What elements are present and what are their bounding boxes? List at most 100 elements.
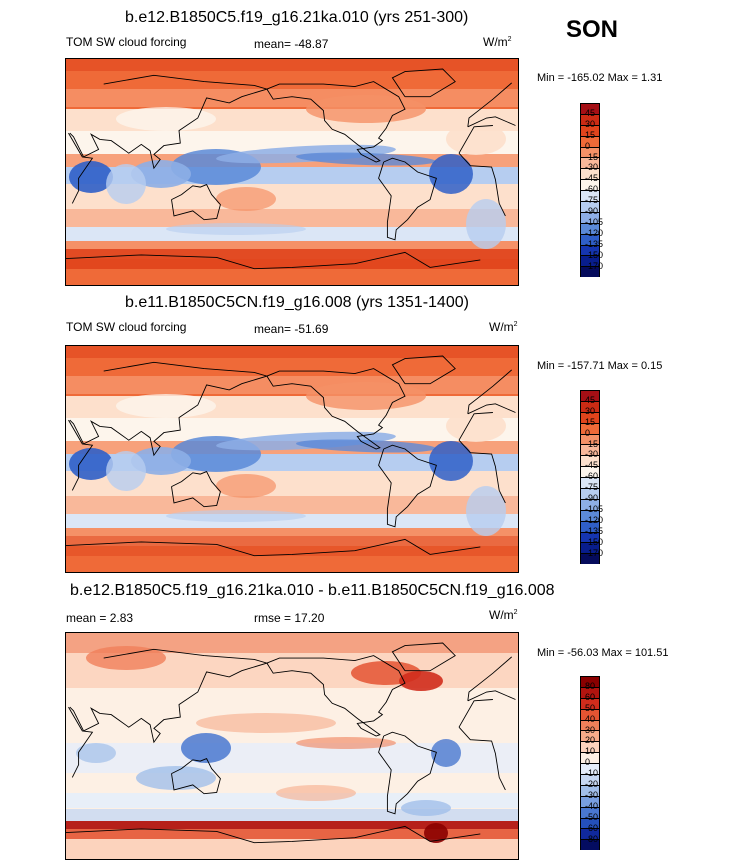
colorbar-swatch: [580, 146, 600, 158]
field-region: [196, 713, 336, 733]
coastline-europe_asia: [69, 361, 516, 457]
field-region: [429, 441, 473, 481]
field-band: [66, 633, 518, 653]
field-region: [466, 486, 506, 536]
field-region: [76, 743, 116, 763]
colorbar-level-label: -10: [585, 768, 599, 779]
colorbar-swatch: [580, 211, 600, 223]
field-region: [446, 410, 506, 442]
field-band: [66, 376, 518, 394]
colorbar-level-label: 45: [585, 107, 596, 118]
colorbar-swatch: [580, 708, 600, 720]
colorbar-level-label: 80: [585, 680, 596, 691]
panel-2-minmax: Min = -157.71 Max = 0.15: [537, 360, 663, 372]
coastline-europe_asia: [69, 74, 516, 170]
colorbar-swatch: [580, 676, 600, 687]
colorbar-swatch: [580, 244, 600, 256]
colorbar-swatch: [580, 422, 600, 434]
colorbar-level-label: -45: [585, 173, 599, 184]
colorbar-swatch: [580, 477, 600, 489]
coastline-antarctica_edge: [66, 538, 481, 557]
field-band: [66, 89, 518, 107]
colorbar-level-label: 20: [585, 735, 596, 746]
panel-2-map: [65, 345, 519, 573]
panel-3-map: [65, 632, 519, 860]
colorbar-swatch: [580, 741, 600, 753]
colorbar-swatch: [580, 686, 600, 698]
colorbar-level-label: -30: [585, 449, 599, 460]
colorbar-swatch: [580, 719, 600, 731]
panel-2-title: b.e11.B1850C5CN.f19_g16.008 (yrs 1351-14…: [125, 294, 469, 311]
field-region: [116, 394, 216, 418]
colorbar-swatch: [580, 795, 600, 807]
colorbar-level-label: -170: [585, 260, 604, 271]
colorbar-swatch: [580, 817, 600, 829]
colorbar-swatch: [580, 466, 600, 478]
panel-3-rmse: rmse = 17.20: [254, 611, 325, 625]
colorbar-swatch: [580, 730, 600, 742]
colorbar-swatch: [580, 124, 600, 136]
field-band: [66, 809, 518, 821]
colorbar-level-label: -90: [585, 493, 599, 503]
colorbar-level-label: 10: [585, 746, 596, 757]
panel-3-title: b.e12.B1850C5.f19_g16.21ka.010 - b.e11.B…: [70, 582, 555, 599]
field-region: [306, 382, 426, 410]
colorbar-level-label: -50: [585, 811, 599, 822]
colorbar-swatch: [580, 222, 600, 234]
colorbar-level-label: -15: [585, 438, 599, 449]
field-band: [66, 249, 518, 269]
field-region: [69, 448, 113, 480]
colorbar-level-label: -60: [585, 471, 599, 482]
field-region: [106, 451, 146, 491]
panel-3-mean: mean = 2.83: [66, 611, 134, 625]
field-band: [66, 418, 518, 441]
field-band: [66, 821, 518, 829]
colorbar-level-label: -135: [585, 525, 604, 536]
colorbar-swatch: [580, 455, 600, 467]
colorbar-level-label: -45: [585, 460, 599, 471]
field-region: [116, 107, 216, 131]
colorbar-swatch: [580, 255, 600, 267]
colorbar-swatch: [580, 390, 600, 401]
colorbar-swatch: [580, 763, 600, 775]
field-region: [431, 739, 461, 767]
panel-1-minmax: Min = -165.02 Max = 1.31: [537, 72, 663, 84]
field-region: [446, 123, 506, 155]
colorbar-swatch: [580, 553, 600, 565]
colorbar-level-label: -30: [585, 162, 599, 173]
panel-1-map: [65, 58, 519, 286]
colorbar-level-label: -135: [585, 238, 604, 249]
coastline-australia: [171, 471, 221, 508]
colorbar-swatch: [580, 201, 600, 212]
field-region: [401, 800, 451, 816]
field-band: [66, 59, 518, 71]
panel-2-units: W/m2: [489, 320, 518, 334]
colorbar-level-label: -75: [585, 482, 599, 493]
field-region: [166, 510, 306, 522]
field-region: [296, 439, 436, 453]
colorbar-level-label: -120: [585, 227, 604, 238]
colorbar-level-label: 0: [585, 757, 591, 768]
colorbar-swatch: [580, 828, 600, 840]
field-region: [106, 164, 146, 204]
colorbar-level-label: -120: [585, 514, 604, 525]
colorbar-swatch: [580, 531, 600, 543]
field-region: [424, 823, 448, 843]
colorbar-swatch: [580, 168, 600, 180]
colorbar-level-label: 30: [585, 724, 596, 735]
panel-3-colorbar: 80 60 50 40 30 20 10 0 -10 -20 -30 -40 -50 -60 -80: [580, 676, 600, 851]
panel-2-mean: mean= -51.69: [254, 322, 329, 336]
coastline-africa: [68, 699, 506, 791]
coastline-namerica: [266, 81, 406, 163]
panel-1-mean: mean= -48.87: [254, 37, 329, 51]
colorbar-level-label: 15: [585, 416, 596, 427]
field-band: [66, 536, 518, 556]
map-canvas: [66, 346, 518, 572]
field-region: [69, 161, 113, 193]
coastline-samerica: [378, 731, 437, 815]
field-region: [296, 737, 396, 749]
field-region: [216, 474, 276, 498]
colorbar-level-label: -150: [585, 536, 604, 547]
colorbar-swatch: [580, 784, 600, 796]
colorbar-level-label: -20: [585, 779, 599, 789]
